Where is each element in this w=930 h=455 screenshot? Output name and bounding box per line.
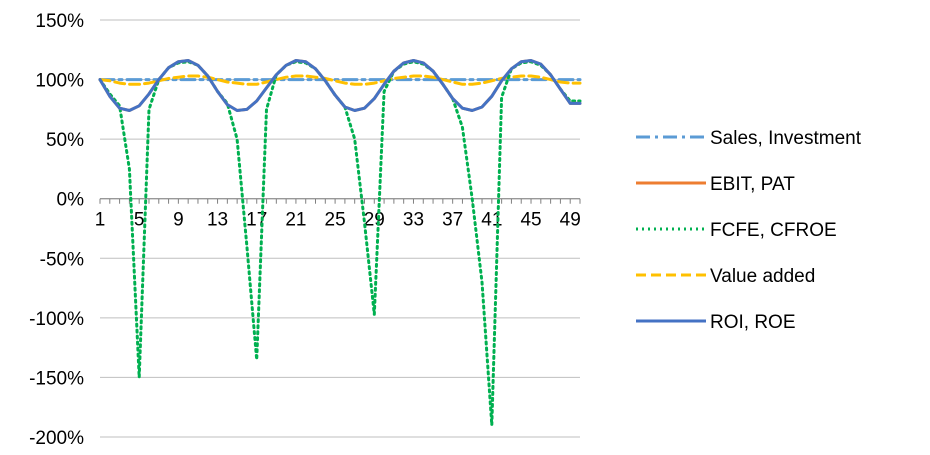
legend-label: Value added: [710, 266, 815, 287]
x-tick-label: 9: [173, 210, 184, 231]
legend-label: EBIT, PAT: [710, 174, 795, 195]
axes: -200% -150% -100% -50% 0% 50% 100% 150% 1 5 9 13 17 2…: [29, 11, 581, 449]
y-tick-label: -100%: [29, 309, 84, 330]
legend-label: Sales, Investment: [710, 128, 862, 149]
y-tick-label: 150%: [35, 11, 84, 32]
legend: Sales, Investment EBIT, PAT FCFE, CFROE Val…: [636, 128, 862, 333]
y-tick-label: -200%: [29, 428, 84, 449]
y-tick-label: 100%: [35, 71, 84, 92]
y-tick-label: -50%: [40, 249, 84, 270]
series-line-roi-roe: [98, 59, 582, 112]
x-tick-label: 45: [520, 210, 541, 231]
x-tick-label: 13: [207, 210, 228, 231]
x-tick-label: 29: [364, 210, 385, 231]
x-tick-label: 33: [403, 210, 424, 231]
legend-label: FCFE, CFROE: [710, 220, 837, 241]
y-tick-label: 50%: [46, 130, 84, 151]
x-tick-label: 37: [442, 210, 463, 231]
y-tick-label: 0%: [57, 190, 85, 211]
x-tick-label: 17: [246, 210, 267, 231]
x-tick-label: 1: [95, 210, 106, 231]
legend-label: ROI, ROE: [710, 312, 796, 333]
series-lines: [98, 59, 582, 427]
x-tick-label: 21: [285, 210, 306, 231]
series-line-fcfe-cfroe: [98, 60, 582, 427]
x-tick-label: 25: [325, 210, 346, 231]
y-tick-label: -150%: [29, 368, 84, 389]
x-tick-label: 49: [560, 210, 581, 231]
series-line-value-added: [98, 74, 582, 86]
x-tick-label: 5: [134, 210, 145, 231]
